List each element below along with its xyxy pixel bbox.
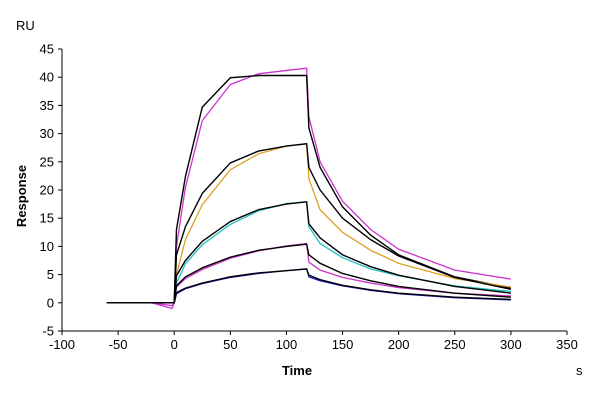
x-tick-label: -50 — [109, 337, 128, 352]
series-line-10-fit — [106, 268, 511, 304]
series-line-4-fit — [106, 143, 512, 304]
y-axis-title: Response — [14, 165, 29, 227]
x-tick-label: 100 — [276, 337, 298, 352]
series-line-2-fit — [106, 74, 512, 304]
x-tick-label: 300 — [500, 337, 522, 352]
y-tick-label: 45 — [40, 42, 54, 57]
series-line-6-fit — [106, 201, 511, 304]
series-line-8-fit — [106, 243, 511, 304]
x-tick-label: 200 — [388, 337, 410, 352]
x-tick-label: 150 — [332, 337, 354, 352]
y-tick-label: 15 — [40, 211, 54, 226]
series-line-1-measured — [106, 67, 511, 307]
y-tick-label: 25 — [40, 154, 54, 169]
y-tick-label: 5 — [47, 267, 54, 282]
series-group — [106, 67, 512, 310]
x-tick-label: 250 — [444, 337, 466, 352]
x-tick-label: 350 — [556, 337, 578, 352]
y-tick-label: 10 — [40, 239, 54, 254]
y-tick-label: -5 — [42, 324, 54, 339]
y-tick-label: 20 — [40, 183, 54, 198]
x-tick-label: 0 — [171, 337, 178, 352]
y-tick-label: 35 — [40, 98, 54, 113]
y-tick-label: 40 — [40, 70, 54, 85]
x-tick-label: -100 — [49, 337, 75, 352]
y-unit-label: RU — [16, 18, 35, 33]
x-tick-label: 50 — [223, 337, 237, 352]
x-unit-label: s — [576, 363, 583, 378]
y-tick-label: 0 — [47, 295, 54, 310]
y-tick-label: 30 — [40, 126, 54, 141]
labels-group: RU Response Time s — [14, 18, 583, 378]
x-axis-title: Time — [282, 363, 312, 378]
